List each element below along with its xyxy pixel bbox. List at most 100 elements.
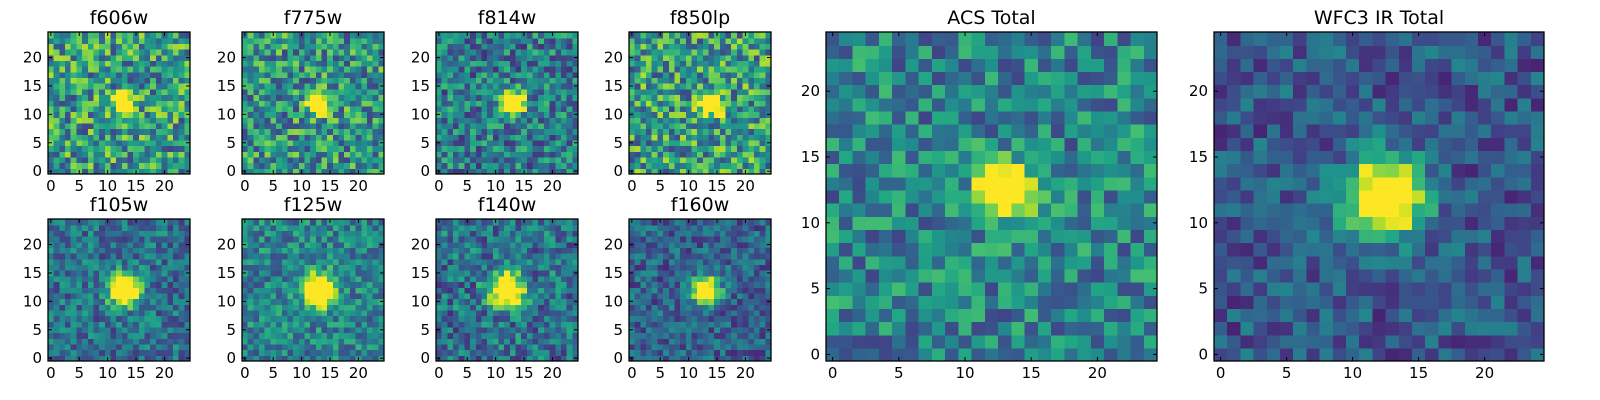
heatmap-cell: [458, 338, 465, 345]
heatmap-cell: [725, 66, 732, 73]
heatmap-cell: [685, 134, 693, 141]
heatmap-cell: [680, 292, 687, 300]
heatmap-cell: [481, 77, 488, 84]
heatmap-cell: [87, 258, 95, 266]
heatmap-cell: [127, 219, 134, 226]
heatmap-cell: [464, 224, 471, 231]
heatmap-cell: [127, 134, 134, 141]
heatmap-cell: [172, 94, 180, 101]
heatmap-cell: [458, 236, 465, 243]
heatmap-cell: [48, 258, 55, 266]
heatmap-cell: [447, 315, 454, 322]
heatmap-cell: [242, 343, 249, 351]
heatmap-cell: [447, 219, 454, 226]
heatmap-cell: [310, 100, 317, 107]
heatmap-cell: [453, 343, 460, 351]
heatmap-cell: [629, 145, 636, 152]
heatmap-cell: [150, 88, 157, 96]
heatmap-cell: [332, 100, 340, 107]
heatmap-cell: [366, 264, 374, 271]
heatmap-cell: [281, 43, 289, 50]
heatmap-cell: [372, 315, 379, 322]
heatmap-cell: [344, 304, 351, 311]
heatmap-cell: [287, 168, 294, 175]
heatmap-cell: [355, 224, 362, 231]
heatmap-cell: [172, 54, 180, 61]
heatmap-cell: [247, 71, 254, 79]
heatmap-cell: [304, 355, 311, 362]
heatmap-cell: [150, 236, 157, 243]
heatmap-cell: [731, 111, 738, 118]
heatmap-cell: [629, 343, 636, 351]
heatmap-cell: [714, 343, 721, 351]
heatmap-cell: [184, 117, 191, 124]
heatmap-cell: [127, 326, 134, 334]
heatmap-cell: [247, 349, 254, 356]
heatmap-cell: [155, 287, 163, 294]
heatmap-cell: [253, 145, 260, 152]
heatmap-cell: [470, 128, 477, 135]
heatmap-cell: [372, 349, 379, 356]
heatmap-cell: [121, 281, 129, 288]
heatmap-cell: [663, 54, 670, 61]
heatmap-cell: [526, 168, 534, 175]
heatmap-cell: [366, 162, 374, 169]
heatmap-cell: [349, 49, 357, 56]
heatmap-cell: [685, 94, 693, 101]
heatmap-cell: [116, 338, 123, 345]
heatmap-cell: [504, 247, 511, 254]
heatmap-cell: [748, 145, 755, 152]
heatmap-cell: [702, 309, 710, 317]
heatmap-cell: [344, 71, 351, 79]
heatmap-cell: [560, 54, 568, 61]
heatmap-cell: [657, 315, 664, 322]
heatmap-cell: [543, 355, 551, 362]
heatmap-cell: [59, 258, 66, 266]
heatmap-cell: [76, 224, 83, 231]
heatmap-cell: [481, 309, 488, 317]
heatmap-cell: [133, 264, 140, 271]
heatmap-cell: [361, 309, 368, 317]
heatmap-cell: [110, 32, 117, 39]
heatmap-cell: [121, 224, 129, 231]
heatmap-cell: [93, 349, 100, 356]
heatmap-cell: [259, 253, 266, 260]
heatmap-cell: [270, 270, 277, 277]
heatmap-cell: [110, 349, 117, 356]
heatmap-cell: [731, 83, 738, 90]
heatmap-cell: [742, 292, 749, 300]
heatmap-cell: [304, 37, 311, 44]
heatmap-cell: [344, 139, 351, 147]
heatmap-cell: [82, 247, 89, 254]
heatmap-cell: [99, 83, 106, 90]
heatmap-cell: [82, 281, 89, 288]
heatmap-cell: [321, 105, 328, 113]
heatmap-cell: [555, 111, 562, 118]
heatmap-cell: [310, 258, 317, 266]
heatmap-cell: [549, 281, 556, 288]
heatmap-cell: [82, 139, 89, 147]
heatmap-cell: [532, 43, 539, 50]
heatmap-cell: [155, 94, 163, 101]
heatmap-cell: [470, 71, 477, 79]
heatmap-cell: [65, 54, 72, 61]
heatmap-cell: [155, 349, 163, 356]
heatmap-cell: [509, 139, 517, 147]
heatmap-cell: [65, 32, 72, 39]
heatmap-cell: [504, 145, 511, 152]
heatmap-cell: [276, 321, 283, 328]
heatmap-cell: [53, 230, 60, 237]
heatmap-cell: [447, 332, 454, 339]
heatmap-cell: [674, 355, 681, 362]
heatmap-cell: [572, 105, 579, 113]
heatmap-cell: [338, 145, 345, 152]
heatmap-cell: [99, 349, 106, 356]
heatmap-cell: [731, 117, 738, 124]
heatmap-cell: [82, 32, 89, 39]
heatmap-cell: [436, 315, 443, 322]
heatmap-cell: [538, 332, 545, 339]
heatmap-cell: [719, 156, 727, 164]
heatmap-cell: [504, 105, 511, 113]
heatmap-cell: [464, 83, 471, 90]
